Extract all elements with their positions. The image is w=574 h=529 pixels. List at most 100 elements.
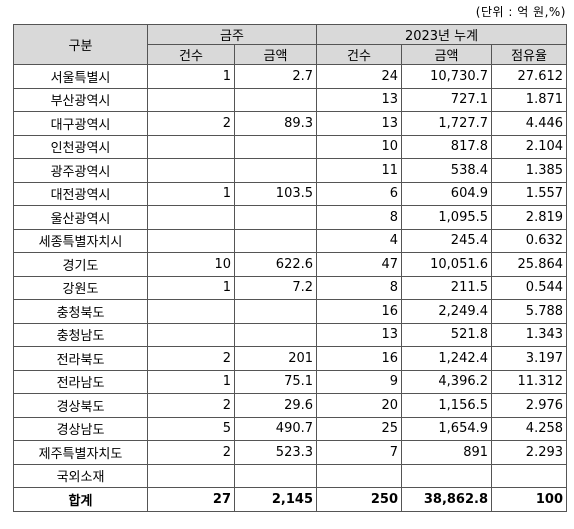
week-amount-cell: 89.3 xyxy=(233,111,318,136)
cum-amount-cell: 1,242.4 xyxy=(401,346,493,371)
region-name-cell: 부산광역시 xyxy=(13,87,148,112)
cum-count-cell: 10 xyxy=(316,134,403,159)
cum-count-cell xyxy=(316,463,403,488)
header-week-count: 건수 xyxy=(147,44,235,65)
table-row: 충청북도 16 2,249.4 5.788 xyxy=(13,299,568,324)
share-cell: 2.104 xyxy=(491,134,568,159)
cum-amount-cell: 1,095.5 xyxy=(401,205,493,230)
cum-count-cell: 7 xyxy=(316,440,403,465)
table-row: 서울특별시 1 2.7 24 10,730.7 27.612 xyxy=(13,64,568,89)
header-week-amount: 금액 xyxy=(233,44,318,65)
table-row: 충청남도 13 521.8 1.343 xyxy=(13,322,568,347)
week-count-cell: 2 xyxy=(147,346,235,371)
week-amount-cell xyxy=(233,134,318,159)
cum-count-cell: 16 xyxy=(316,299,403,324)
region-name-cell: 강원도 xyxy=(13,275,148,300)
week-count-cell xyxy=(147,322,235,347)
week-count-cell: 1 xyxy=(147,369,235,394)
cum-count-cell: 8 xyxy=(316,275,403,300)
week-amount-cell: 523.3 xyxy=(233,440,318,465)
table-row: 전라남도 1 75.1 9 4,396.2 11.312 xyxy=(13,369,568,394)
week-count-cell: 2 xyxy=(147,111,235,136)
share-cell: 4.258 xyxy=(491,416,568,441)
region-name-cell: 광주광역시 xyxy=(13,158,148,183)
share-cell: 2.976 xyxy=(491,393,568,418)
total-week-amount-cell: 2,145 xyxy=(233,487,318,512)
cum-amount-cell: 1,727.7 xyxy=(401,111,493,136)
share-cell: 2.293 xyxy=(491,440,568,465)
week-amount-cell xyxy=(233,205,318,230)
region-name-cell: 전라북도 xyxy=(13,346,148,371)
cum-count-cell: 16 xyxy=(316,346,403,371)
cum-count-cell: 25 xyxy=(316,416,403,441)
cum-count-cell: 8 xyxy=(316,205,403,230)
week-amount-cell xyxy=(233,87,318,112)
week-amount-cell: 7.2 xyxy=(233,275,318,300)
share-cell: 27.612 xyxy=(491,64,568,89)
week-amount-cell: 622.6 xyxy=(233,252,318,277)
table-row: 세종특별자치시 4 245.4 0.632 xyxy=(13,228,568,253)
week-count-cell xyxy=(147,87,235,112)
cum-amount-cell: 727.1 xyxy=(401,87,493,112)
header-share: 점유율 xyxy=(491,44,568,65)
table-row: 제주특별자치도 2 523.3 7 891 2.293 xyxy=(13,440,568,465)
cum-amount-cell xyxy=(401,463,493,488)
total-row: 합계 27 2,145 250 38,862.8 100 xyxy=(13,487,568,512)
cum-amount-cell: 538.4 xyxy=(401,158,493,183)
header-cumulative: 2023년 누계 xyxy=(316,24,568,45)
regional-stats-table: 구분 금주 2023년 누계 건수 금액 건수 금액 점유율 서울특별시 1 2.7… xyxy=(13,24,568,512)
share-cell: 25.864 xyxy=(491,252,568,277)
week-count-cell: 10 xyxy=(147,252,235,277)
week-count-cell: 1 xyxy=(147,275,235,300)
week-amount-cell: 201 xyxy=(233,346,318,371)
share-cell: 0.632 xyxy=(491,228,568,253)
table-row: 대구광역시 2 89.3 13 1,727.7 4.446 xyxy=(13,111,568,136)
week-amount-cell: 2.7 xyxy=(233,64,318,89)
region-name-cell: 충청북도 xyxy=(13,299,148,324)
share-cell: 0.544 xyxy=(491,275,568,300)
cum-amount-cell: 2,249.4 xyxy=(401,299,493,324)
cum-amount-cell: 10,730.7 xyxy=(401,64,493,89)
week-count-cell xyxy=(147,463,235,488)
share-cell: 3.197 xyxy=(491,346,568,371)
share-cell: 4.446 xyxy=(491,111,568,136)
table-row: 경기도 10 622.6 47 10,051.6 25.864 xyxy=(13,252,568,277)
region-name-cell: 서울특별시 xyxy=(13,64,148,89)
region-name-cell: 경기도 xyxy=(13,252,148,277)
week-count-cell: 2 xyxy=(147,393,235,418)
cum-count-cell: 6 xyxy=(316,181,403,206)
cum-count-cell: 9 xyxy=(316,369,403,394)
table-row: 경상남도 5 490.7 25 1,654.9 4.258 xyxy=(13,416,568,441)
week-count-cell xyxy=(147,205,235,230)
week-amount-cell xyxy=(233,228,318,253)
total-share-cell: 100 xyxy=(491,487,568,512)
cum-count-cell: 47 xyxy=(316,252,403,277)
table-row: 국외소재 xyxy=(13,463,568,488)
week-amount-cell: 29.6 xyxy=(233,393,318,418)
cum-amount-cell: 211.5 xyxy=(401,275,493,300)
region-name-cell: 대전광역시 xyxy=(13,181,148,206)
table-row: 전라북도 2 201 16 1,242.4 3.197 xyxy=(13,346,568,371)
total-region-name-cell: 합계 xyxy=(13,487,148,512)
cum-count-cell: 4 xyxy=(316,228,403,253)
region-name-cell: 경상남도 xyxy=(13,416,148,441)
table-row: 경상북도 2 29.6 20 1,156.5 2.976 xyxy=(13,393,568,418)
header-category: 구분 xyxy=(13,24,148,65)
week-amount-cell xyxy=(233,158,318,183)
cum-count-cell: 13 xyxy=(316,87,403,112)
share-cell: 2.819 xyxy=(491,205,568,230)
table-row: 강원도 1 7.2 8 211.5 0.544 xyxy=(13,275,568,300)
cum-amount-cell: 521.8 xyxy=(401,322,493,347)
total-cum-amount-cell: 38,862.8 xyxy=(401,487,493,512)
cum-amount-cell: 891 xyxy=(401,440,493,465)
week-count-cell: 1 xyxy=(147,64,235,89)
header-week: 금주 xyxy=(146,24,318,45)
unit-note: (단위 : 억 원,%) xyxy=(475,5,566,19)
cum-count-cell: 24 xyxy=(316,64,403,89)
cum-count-cell: 20 xyxy=(316,393,403,418)
share-cell: 1.343 xyxy=(491,322,568,347)
cum-amount-cell: 1,156.5 xyxy=(401,393,493,418)
region-name-cell: 제주특별자치도 xyxy=(13,440,148,465)
share-cell xyxy=(491,463,568,488)
table-row: 대전광역시 1 103.5 6 604.9 1.557 xyxy=(13,181,568,206)
